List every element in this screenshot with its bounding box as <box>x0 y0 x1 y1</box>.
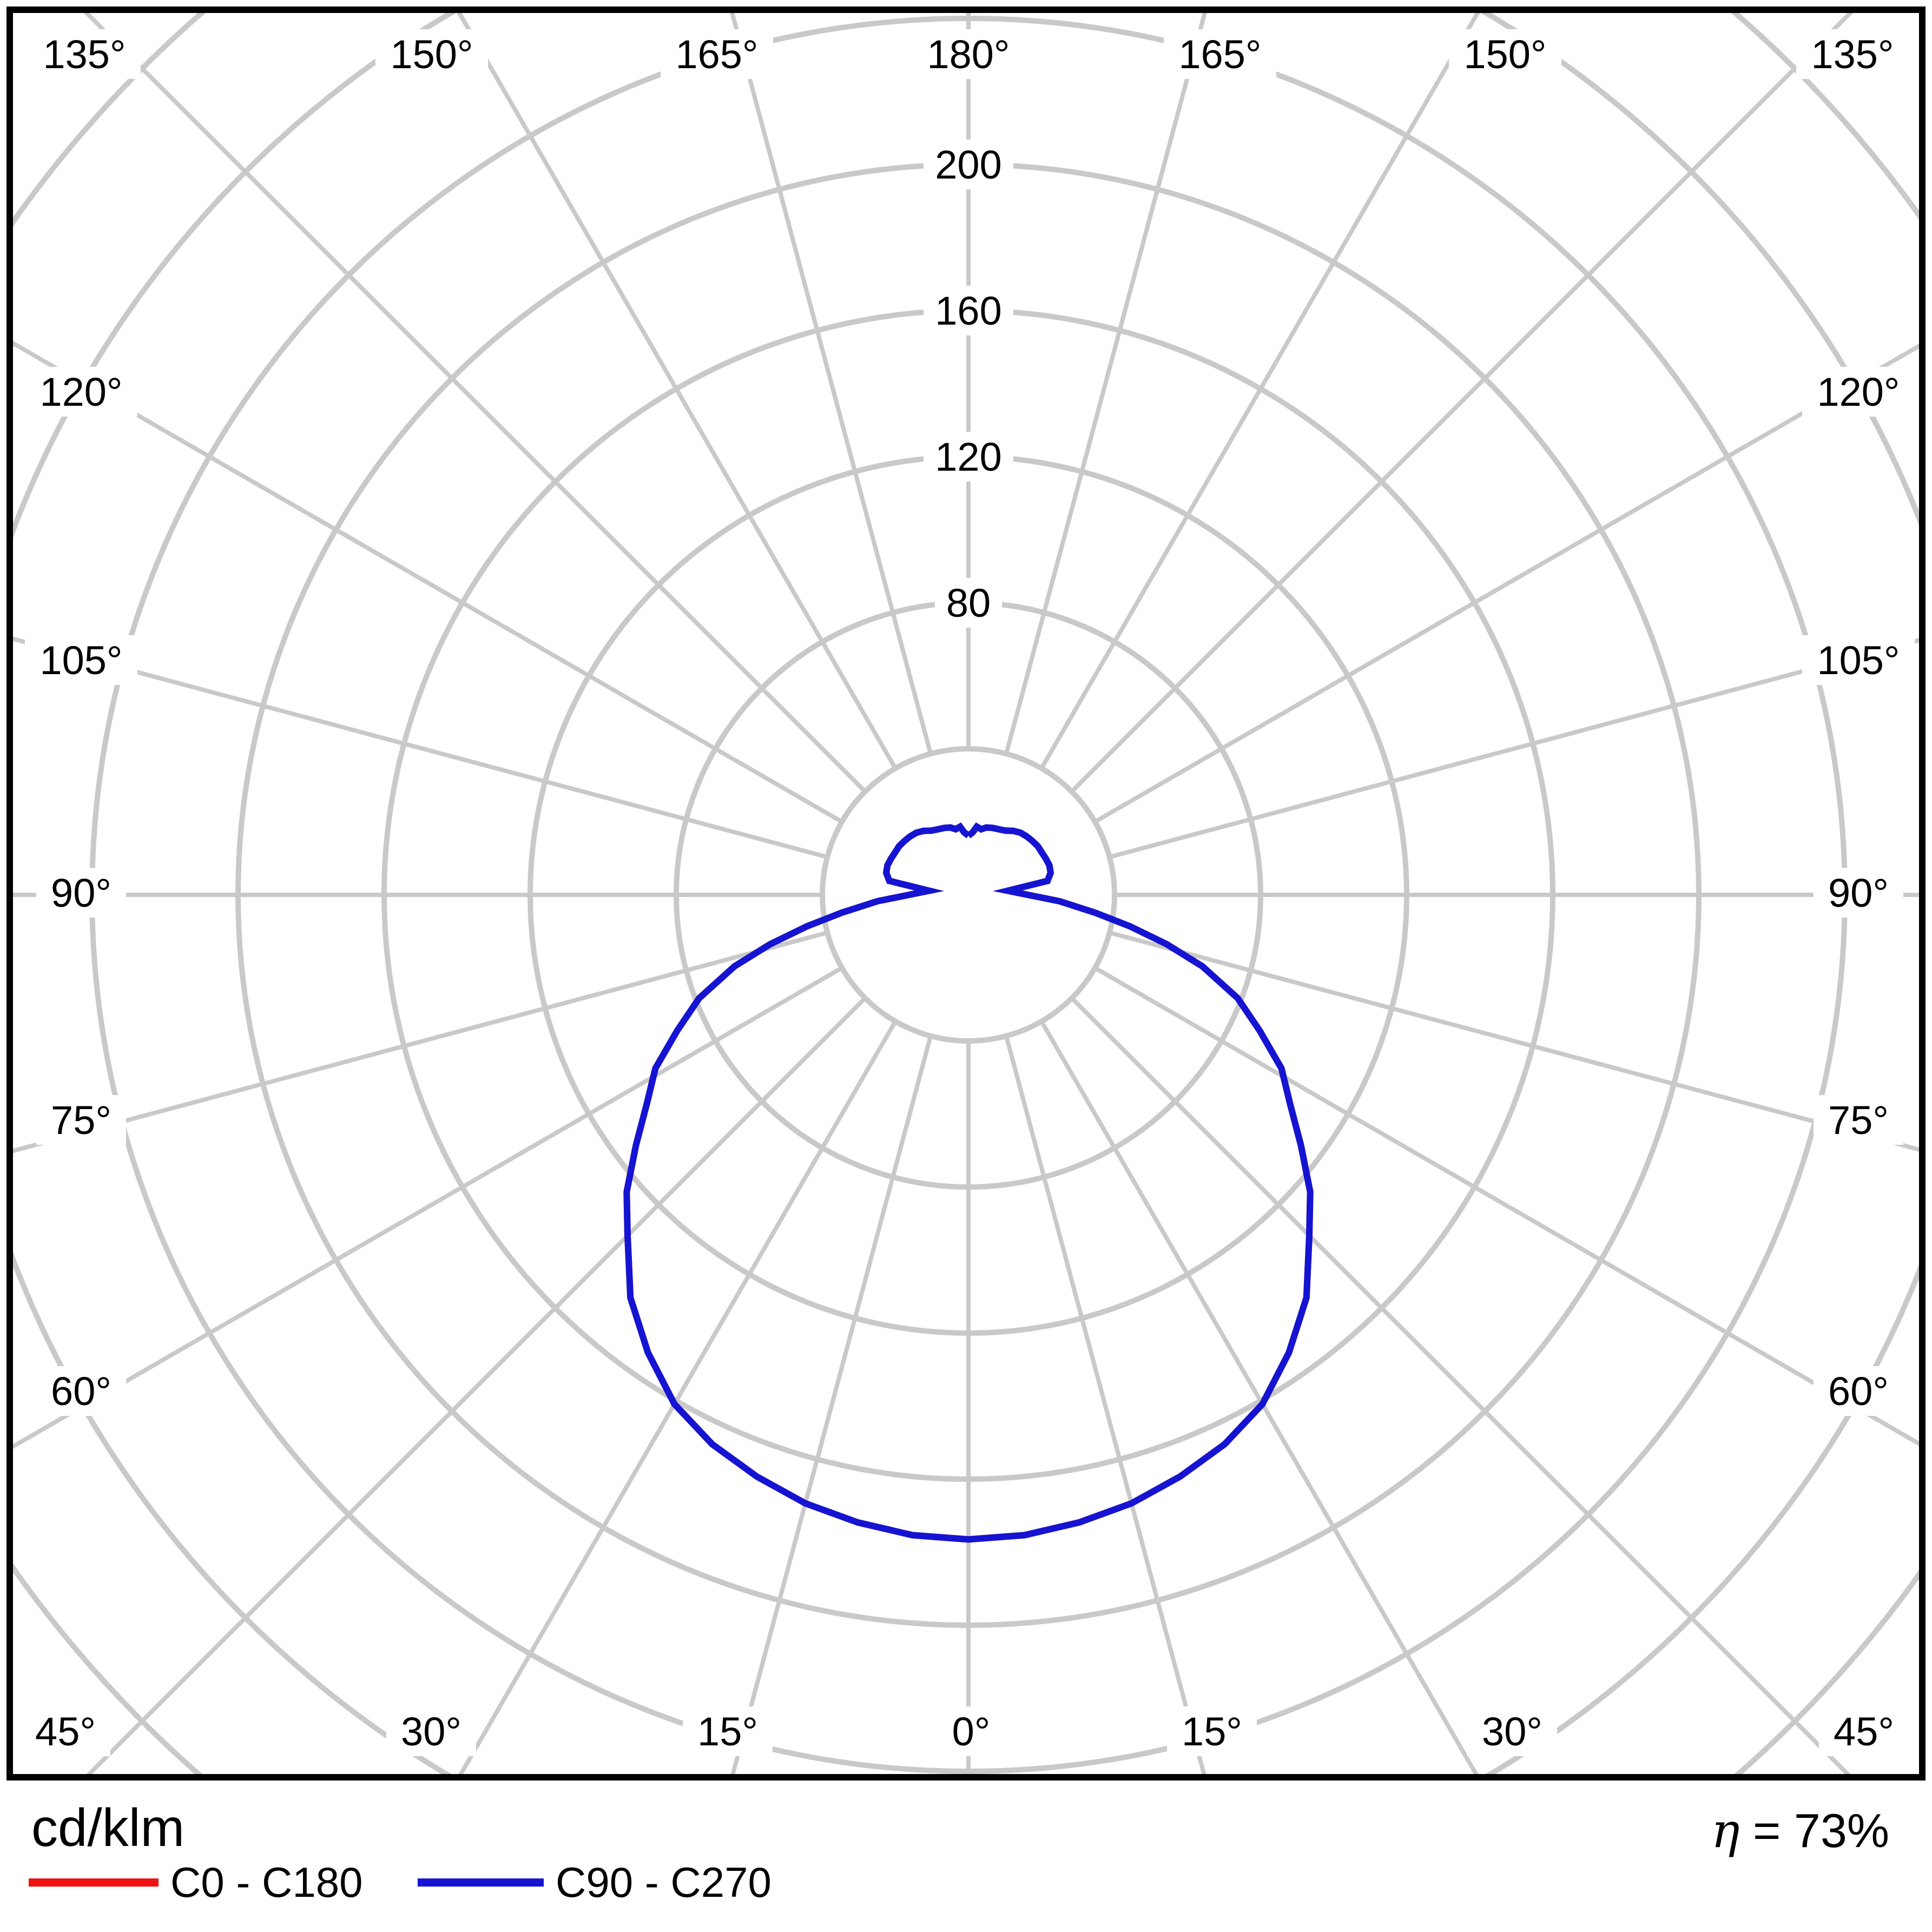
angle-label-bottom-6-bg <box>1819 1706 1909 1756</box>
angle-label-right-4-bg <box>1814 1366 1903 1416</box>
grid-spoke-315 <box>83 997 867 1777</box>
angle-label-bottom-4-bg <box>1167 1706 1257 1756</box>
grid-spoke-285 <box>10 931 828 1154</box>
angle-label-top-0: 135° <box>43 32 126 77</box>
radial-tick-label-120-bg <box>924 432 1013 482</box>
grid-spoke-165 <box>1004 10 1208 755</box>
angle-label-bottom-2: 15° <box>697 1709 758 1754</box>
grid-spoke-240 <box>10 339 843 824</box>
angle-label-right-0-bg <box>1802 367 1915 417</box>
angle-label-bottom-5-bg <box>1467 1706 1557 1756</box>
radial-tick-label-200: 200 <box>935 142 1001 187</box>
angle-label-top-5: 150° <box>1463 32 1546 77</box>
angle-label-right-2: 90° <box>1828 871 1889 915</box>
angle-label-bottom-6: 45° <box>1834 1709 1894 1754</box>
legend-label-c90-c270: C90 - C270 <box>556 1858 772 1906</box>
angle-label-top-1-bg <box>375 29 488 79</box>
c0-c180-line-swatch <box>29 1878 159 1887</box>
angle-label-top-5-bg <box>1449 29 1561 79</box>
radial-tick-label-200-bg <box>924 140 1013 189</box>
grid-spoke-195 <box>729 10 933 755</box>
angle-label-bottom-5: 30° <box>1482 1709 1542 1754</box>
radial-tick-label-120: 120 <box>935 434 1001 479</box>
angle-label-top-6: 135° <box>1811 32 1894 77</box>
angle-label-bottom-3: 0° <box>952 1709 991 1754</box>
radial-tick-label-160: 160 <box>935 288 1001 333</box>
angle-label-top-1: 150° <box>390 32 473 77</box>
grid-spoke-60 <box>1093 966 1922 1448</box>
angle-label-left-2-bg <box>36 868 126 918</box>
angle-label-right-4: 60° <box>1828 1369 1889 1414</box>
grid-ring-40 <box>820 746 1117 1044</box>
grid-spoke-300 <box>10 966 843 1451</box>
angle-label-left-1-bg <box>25 635 137 685</box>
angle-label-top-2-bg <box>661 29 773 79</box>
angle-label-right-2-bg <box>1814 868 1903 918</box>
legend-item-c0-c180: C0 - C180 <box>29 1855 363 1909</box>
grid-spoke-345 <box>729 1035 933 1777</box>
angle-label-bottom-1-bg <box>386 1706 476 1756</box>
legend-item-c90-c270: C90 - C270 <box>418 1855 772 1909</box>
angle-label-bottom-2-bg <box>683 1706 773 1756</box>
angle-label-top-6-bg <box>1796 29 1909 79</box>
angle-label-bottom-3-bg <box>938 1706 1005 1756</box>
efficiency-value: = 73% <box>1753 1804 1889 1857</box>
angle-label-bottom-4: 15° <box>1182 1709 1242 1754</box>
angle-label-top-2: 165° <box>675 32 758 77</box>
grid-spoke-150 <box>1039 10 1482 770</box>
grid-spoke-30 <box>1039 1020 1481 1777</box>
angle-label-left-3: 75° <box>51 1098 111 1143</box>
grid-spoke-120 <box>1093 341 1922 824</box>
curve-c90-c270 <box>623 822 1314 1543</box>
efficiency-label: η = 73% <box>1711 1803 1889 1858</box>
angle-label-top-4: 165° <box>1178 32 1261 77</box>
angle-label-top-3: 180° <box>927 32 1010 77</box>
angle-label-bottom-0: 45° <box>35 1709 96 1754</box>
legend-label-c0-c180: C0 - C180 <box>170 1858 363 1906</box>
units-label: cd/klm <box>31 1798 185 1857</box>
grid-spoke-15 <box>1004 1035 1208 1777</box>
angle-label-left-2: 90° <box>51 871 111 915</box>
angle-label-right-0: 120° <box>1817 370 1900 414</box>
angle-label-left-4: 60° <box>51 1369 111 1414</box>
angle-label-top-0-bg <box>28 29 141 79</box>
angle-label-left-0: 120° <box>39 370 122 414</box>
radial-tick-label-80-bg <box>935 578 1002 628</box>
angle-label-right-1-bg <box>1802 635 1915 685</box>
angle-label-right-1: 105° <box>1817 638 1900 683</box>
angle-label-right-3-bg <box>1814 1095 1903 1145</box>
plot-frame <box>6 6 1926 1781</box>
grid-spoke-255 <box>10 636 828 859</box>
angle-label-left-1: 105° <box>39 638 122 683</box>
angle-label-right-3: 75° <box>1828 1098 1889 1143</box>
angle-label-left-3-bg <box>36 1095 126 1145</box>
grid-spoke-75 <box>1109 931 1922 1153</box>
angle-label-top-4-bg <box>1164 29 1276 79</box>
angle-label-bottom-0-bg <box>21 1706 110 1756</box>
angle-label-left-0-bg <box>25 367 137 417</box>
angle-label-top-3-bg <box>912 29 1025 79</box>
eta-symbol: η <box>1711 1803 1740 1858</box>
radial-tick-label-160-bg <box>924 286 1013 335</box>
angle-label-bottom-1: 30° <box>401 1709 461 1754</box>
c90-c270-line-swatch <box>418 1878 544 1887</box>
angle-label-left-4-bg <box>36 1366 126 1416</box>
grid-spoke-210 <box>454 10 898 770</box>
grid-spoke-105 <box>1109 637 1922 859</box>
grid-spoke-45 <box>1070 997 1854 1777</box>
radial-tick-label-80: 80 <box>946 581 991 625</box>
grid-spoke-330 <box>456 1020 898 1777</box>
